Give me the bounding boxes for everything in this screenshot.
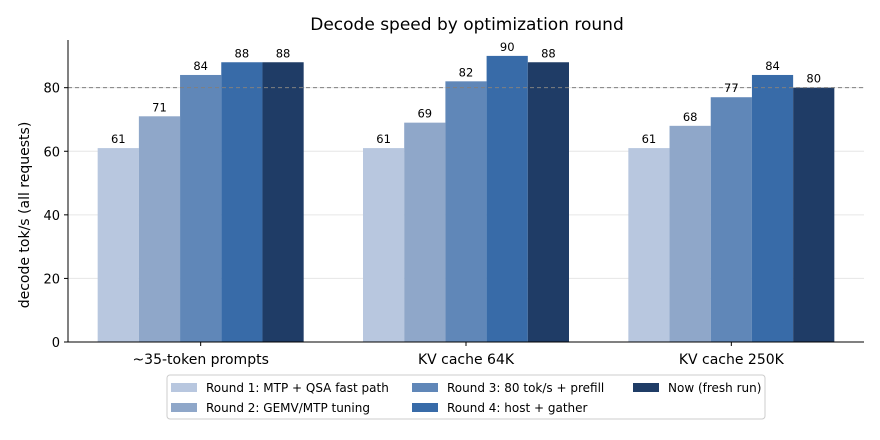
bar bbox=[138, 116, 181, 342]
bar bbox=[180, 74, 222, 343]
y-tick-label: 60 bbox=[43, 145, 60, 160]
y-tick-label: 0 bbox=[52, 336, 60, 351]
legend-box bbox=[166, 374, 766, 420]
x-tick-label: ~35-token prompts bbox=[132, 352, 268, 368]
bar bbox=[628, 148, 670, 342]
legend-swatch bbox=[171, 403, 197, 412]
bar bbox=[404, 122, 446, 342]
legend-swatch bbox=[412, 403, 438, 412]
data-label: 68 bbox=[683, 110, 698, 124]
legend-swatch bbox=[633, 383, 659, 392]
y-tick-label: 40 bbox=[43, 209, 60, 224]
data-label: 61 bbox=[376, 132, 391, 146]
data-label: 77 bbox=[724, 81, 739, 95]
data-label: 90 bbox=[500, 40, 515, 54]
bars bbox=[97, 55, 835, 343]
y-tick-label: 20 bbox=[43, 272, 60, 287]
legend: Round 1: MTP + QSA fast path Round 2: GEM… bbox=[166, 374, 766, 420]
bar bbox=[751, 74, 794, 343]
bar bbox=[97, 148, 139, 342]
bar bbox=[527, 62, 569, 343]
data-label: 88 bbox=[235, 46, 250, 60]
bar bbox=[710, 97, 752, 342]
legend-label: Round 2: GEMV/MTP tuning bbox=[206, 401, 370, 415]
bar bbox=[262, 62, 304, 343]
data-label: 84 bbox=[193, 59, 208, 73]
y-tick-label: 80 bbox=[43, 82, 60, 97]
bar bbox=[445, 81, 487, 342]
legend-label: Round 1: MTP + QSA fast path bbox=[206, 381, 389, 395]
bar bbox=[363, 148, 405, 342]
bar bbox=[669, 125, 711, 343]
bar bbox=[221, 62, 263, 343]
data-label: 61 bbox=[111, 132, 126, 146]
data-labels: 61 71 84 88 88 61 69 82 90 88 61 68 77 84 80 bbox=[111, 40, 821, 146]
legend-swatch bbox=[171, 383, 197, 392]
axes: ~35-token prompts KV cache 64K KV cache 25… bbox=[43, 40, 864, 368]
data-label: 88 bbox=[276, 46, 291, 60]
legend-label: Round 3: 80 tok/s + prefill bbox=[447, 381, 604, 395]
bar bbox=[486, 55, 528, 342]
x-tick-label: KV cache 250K bbox=[679, 352, 785, 368]
legend-label: Now (fresh run) bbox=[668, 381, 761, 395]
data-label: 71 bbox=[152, 100, 167, 114]
y-axis-label: decode tok/s (all requests) bbox=[17, 122, 33, 309]
data-label: 82 bbox=[459, 65, 474, 79]
chart-title: Decode speed by optimization round bbox=[310, 15, 624, 35]
legend-label: Round 4: host + gather bbox=[447, 401, 588, 415]
bar bbox=[793, 87, 835, 343]
data-label: 61 bbox=[642, 132, 657, 146]
x-tick-label: KV cache 64K bbox=[418, 352, 515, 368]
data-label: 80 bbox=[806, 72, 821, 86]
legend-swatch bbox=[412, 383, 438, 392]
data-label: 88 bbox=[541, 46, 556, 60]
data-label: 84 bbox=[765, 59, 780, 73]
data-label: 69 bbox=[417, 107, 432, 121]
